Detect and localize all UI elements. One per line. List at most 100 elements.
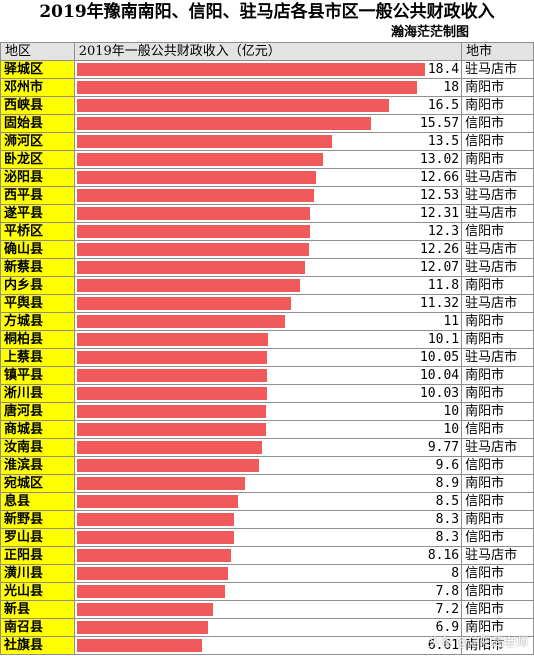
district-name: 西峡县 bbox=[0, 96, 75, 115]
table-row: 西峡县 16.5 南阳市 bbox=[0, 96, 534, 115]
district-name: 唐河县 bbox=[0, 402, 75, 421]
table-row: 上蔡县 10.05 驻马店市 bbox=[0, 348, 534, 367]
value-label: 12.66 bbox=[419, 170, 460, 185]
bar bbox=[76, 585, 225, 598]
value-label: 15.57 bbox=[419, 116, 460, 131]
city-name: 南阳市 bbox=[461, 276, 534, 295]
bar bbox=[76, 135, 332, 148]
city-name: 信阳市 bbox=[461, 564, 534, 583]
header-row: 地区 2019年一般公共财政收入（亿元） 地市 bbox=[0, 42, 534, 61]
city-name: 驻马店市 bbox=[461, 294, 534, 313]
district-name: 息县 bbox=[0, 492, 75, 511]
bar-cell: 8.9 bbox=[73, 474, 463, 493]
bar bbox=[76, 117, 371, 130]
bar-cell: 7.2 bbox=[73, 600, 463, 619]
city-name: 信阳市 bbox=[461, 132, 534, 151]
district-name: 汝南县 bbox=[0, 438, 75, 457]
table-row: 商城县 10 信阳市 bbox=[0, 420, 534, 439]
city-name: 驻马店市 bbox=[461, 186, 534, 205]
district-name: 商城县 bbox=[0, 420, 75, 439]
district-name: 新野县 bbox=[0, 510, 75, 529]
bar bbox=[76, 351, 267, 364]
district-name: 淅川县 bbox=[0, 384, 75, 403]
district-name: 卧龙区 bbox=[0, 150, 75, 169]
bar bbox=[76, 333, 268, 346]
table-row: 卧龙区 13.02 南阳市 bbox=[0, 150, 534, 169]
bar-cell: 8.3 bbox=[73, 528, 463, 547]
city-name: 信阳市 bbox=[461, 420, 534, 439]
district-name: 罗山县 bbox=[0, 528, 75, 547]
district-name: 宛城区 bbox=[0, 474, 75, 493]
district-name: 桐柏县 bbox=[0, 330, 75, 349]
district-name: 淮滨县 bbox=[0, 456, 75, 475]
bar-cell: 8 bbox=[73, 564, 463, 583]
bar-cell: 12.66 bbox=[73, 168, 463, 187]
city-name: 南阳市 bbox=[461, 312, 534, 331]
district-name: 西平县 bbox=[0, 186, 75, 205]
table-row: 镇平县 10.04 南阳市 bbox=[0, 366, 534, 385]
city-name: 驻马店市 bbox=[461, 60, 534, 79]
table-row: 浉河区 13.5 信阳市 bbox=[0, 132, 534, 151]
bar bbox=[76, 171, 316, 184]
bar-cell: 8.3 bbox=[73, 510, 463, 529]
city-name: 南阳市 bbox=[461, 330, 534, 349]
bar-cell: 18 bbox=[73, 78, 463, 97]
table-row: 汝南县 9.77 驻马店市 bbox=[0, 438, 534, 457]
district-header: 地区 bbox=[0, 42, 75, 61]
bar-cell: 10 bbox=[73, 420, 463, 439]
bar bbox=[76, 99, 389, 112]
city-name: 信阳市 bbox=[461, 582, 534, 601]
district-name: 确山县 bbox=[0, 240, 75, 259]
bar bbox=[76, 279, 300, 292]
table-row: 正阳县 8.16 驻马店市 bbox=[0, 546, 534, 565]
district-name: 平桥区 bbox=[0, 222, 75, 241]
district-name: 平舆县 bbox=[0, 294, 75, 313]
city-name: 南阳市 bbox=[461, 474, 534, 493]
city-name: 南阳市 bbox=[461, 96, 534, 115]
value-label: 12.53 bbox=[419, 188, 460, 203]
value-label: 16.5 bbox=[427, 98, 460, 113]
bar bbox=[76, 639, 202, 652]
city-name: 驻马店市 bbox=[461, 168, 534, 187]
value-label: 8.5 bbox=[435, 494, 460, 509]
city-name: 信阳市 bbox=[461, 492, 534, 511]
district-name: 遂平县 bbox=[0, 204, 75, 223]
value-label: 11.8 bbox=[427, 278, 460, 293]
bar-cell: 8.5 bbox=[73, 492, 463, 511]
district-name: 上蔡县 bbox=[0, 348, 75, 367]
district-name: 南召县 bbox=[0, 618, 75, 637]
bar bbox=[76, 261, 305, 274]
value-header: 2019年一般公共财政收入（亿元） bbox=[73, 42, 463, 61]
table-row: 确山县 12.26 驻马店市 bbox=[0, 240, 534, 259]
bar bbox=[76, 387, 267, 400]
value-label: 9.6 bbox=[435, 458, 460, 473]
page-title: 2019年豫南南阳、信阳、驻马店各县市区一般公共财政收入 bbox=[39, 2, 495, 22]
district-name: 固始县 bbox=[0, 114, 75, 133]
city-name: 南阳市 bbox=[461, 366, 534, 385]
city-name: 信阳市 bbox=[461, 114, 534, 133]
table-row: 罗山县 8.3 信阳市 bbox=[0, 528, 534, 547]
district-name: 正阳县 bbox=[0, 546, 75, 565]
district-name: 浉河区 bbox=[0, 132, 75, 151]
bar bbox=[76, 225, 310, 238]
bar-cell: 16.5 bbox=[73, 96, 463, 115]
bar-cell: 9.77 bbox=[73, 438, 463, 457]
district-name: 驿城区 bbox=[0, 60, 75, 79]
table-row: 固始县 15.57 信阳市 bbox=[0, 114, 534, 133]
table-row: 遂平县 12.31 驻马店市 bbox=[0, 204, 534, 223]
bar bbox=[76, 477, 245, 490]
bar-cell: 10.04 bbox=[73, 366, 463, 385]
bar-cell: 12.26 bbox=[73, 240, 463, 259]
bar-cell: 10 bbox=[73, 402, 463, 421]
district-name: 镇平县 bbox=[0, 366, 75, 385]
value-label: 13.5 bbox=[427, 134, 460, 149]
value-label: 18.4 bbox=[427, 62, 460, 77]
bar bbox=[76, 207, 310, 220]
bar-cell: 11.8 bbox=[73, 276, 463, 295]
value-label: 8 bbox=[451, 566, 460, 581]
value-label: 11.32 bbox=[419, 296, 460, 311]
district-name: 社旗县 bbox=[0, 636, 75, 655]
city-name: 南阳市 bbox=[461, 78, 534, 97]
bar bbox=[76, 369, 267, 382]
value-label: 7.2 bbox=[435, 602, 460, 617]
